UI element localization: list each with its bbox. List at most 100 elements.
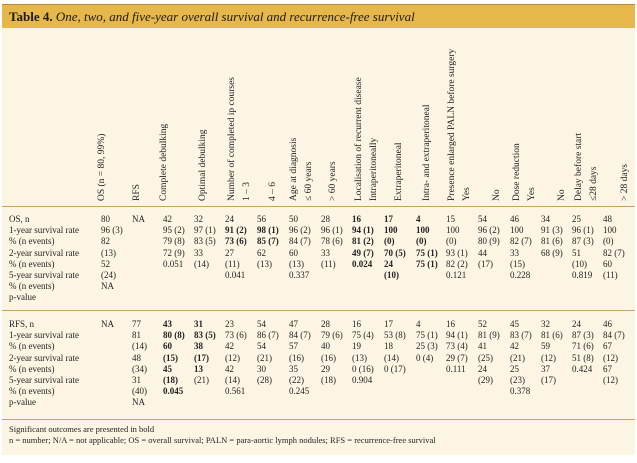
table-cell: 54 — [257, 319, 266, 329]
table-cell: (10) — [384, 270, 399, 281]
table-cell: 91 (3) — [541, 225, 563, 236]
table-cell: 77 — [132, 319, 141, 329]
os-column: 25 96 (1) 87 (3) 51 (10) 0.819 — [572, 214, 594, 281]
rfs-column: NA — [101, 319, 114, 330]
table-cell: 87 (3) — [572, 236, 594, 247]
table-cell: (21) — [194, 375, 209, 386]
os-column: 54 96 (2) 80 (9) 44 (17) — [478, 214, 500, 270]
table-cell: (0) — [446, 236, 457, 247]
table-cell: 18 — [384, 341, 393, 352]
table-cell: 0.041 — [225, 270, 246, 281]
table-cell: 0 (17) — [384, 363, 406, 374]
column-header: No — [492, 189, 502, 201]
table-cell: (13) — [101, 247, 116, 258]
table-cell: (14) — [194, 258, 209, 269]
table-cell: 0.424 — [572, 363, 593, 374]
table-cell: 83 (7) — [510, 330, 532, 341]
column-header: Yes — [462, 187, 472, 201]
table-cell: NA — [132, 214, 145, 224]
table-cell: 45 — [510, 319, 519, 329]
table-cell: 23 — [225, 319, 234, 329]
column-header: Presence enlarged PALN before surgery — [447, 48, 457, 201]
table-cell: 40 — [321, 341, 330, 352]
table-cell: 54 — [257, 341, 266, 352]
table-cell: 67 — [603, 363, 612, 374]
table-cell: 29 — [321, 363, 330, 374]
table-cell: (15) — [510, 258, 525, 269]
table-cell: 91 (2) — [225, 225, 247, 236]
column-header: Dose reduction — [512, 143, 522, 201]
os-column: 56 98 (1) 85 (7) 62 (13) — [257, 214, 279, 270]
table-cell: 94 (1) — [352, 225, 374, 236]
table-cell: 82 — [101, 236, 110, 247]
table-cell: (14) — [225, 375, 240, 386]
table-cell: 56 — [257, 214, 266, 224]
table-cell: (21) — [510, 352, 525, 363]
table-cell: 0 (16) — [352, 363, 374, 374]
table-cell: 4 — [416, 214, 421, 224]
table-cell: 35 — [289, 363, 298, 374]
table-cell: (22) — [289, 375, 304, 386]
column-header: ≤ 60 years — [304, 161, 314, 201]
table-cell: 33 — [194, 247, 203, 258]
table-cell: 0.051 — [163, 258, 184, 269]
rfs-column: 47 84 (7) 57 (16) 35 (22) 0.245 — [289, 319, 311, 397]
table-cell: 27 — [225, 247, 234, 258]
table-cell: 37 — [541, 363, 550, 374]
table-cell: (12) — [541, 352, 556, 363]
table-cell: 32 — [194, 214, 203, 224]
os-column: 17 100 (0) 70 (5) 24 (10) — [384, 214, 406, 281]
os-column: 46 100 82 (7) 33 (15) 0.228 — [510, 214, 532, 281]
table-cell: 78 (6) — [321, 236, 343, 247]
table-cell: 62 — [257, 247, 266, 258]
table-cell: (13) — [257, 258, 272, 269]
table-cell: 82 (2) — [446, 258, 468, 269]
table-cell: 42 — [510, 341, 519, 352]
table-cell: 72 (9) — [163, 247, 185, 258]
table-cell: NA — [101, 319, 114, 329]
column-header: Localisation of recurrent disease — [354, 77, 364, 201]
column-header: Complete debulking — [159, 123, 169, 201]
table-cell: 80 (9) — [478, 236, 500, 247]
table-cell: 31 — [132, 375, 141, 386]
table-cell: 30 — [257, 363, 266, 374]
table-cell: (16) — [321, 352, 336, 363]
column-header: 4 – 6 — [268, 182, 278, 201]
table-cell: 96 (1) — [572, 225, 594, 236]
table-cell: 80 — [101, 214, 110, 224]
table-cell: 4 — [416, 319, 421, 329]
table-cell: 83 (5) — [194, 236, 216, 247]
column-header: Delay before start — [574, 132, 584, 201]
table-cell: 71 (6) — [572, 341, 594, 352]
table-cell: 0.121 — [446, 270, 467, 281]
table-cell: 79 (6) — [321, 330, 343, 341]
os-column: 50 96 (2) 84 (7) 60 (13) 0.337 — [289, 214, 311, 281]
table-cell: (34) — [132, 363, 147, 374]
column-header: 1 – 3 — [242, 182, 252, 201]
table-cell: 100 — [416, 225, 430, 236]
table-cell: 81 (6) — [541, 330, 563, 341]
table-cell: 16 — [352, 214, 361, 224]
os-column: 4 100 (0) 75 (1) 75 (1) — [416, 214, 438, 270]
table-cell: 97 (1) — [194, 225, 216, 236]
table-cell: 28 — [321, 319, 330, 329]
table-cell: (11) — [321, 258, 336, 269]
table-cell: 15 — [446, 214, 455, 224]
table-cell: 25 — [572, 214, 581, 224]
table-cell: 0.378 — [510, 386, 531, 397]
column-header: ≤28 days — [589, 166, 599, 201]
table-cell: 32 — [541, 319, 550, 329]
table-cell: 75 (1) — [416, 258, 438, 269]
column-header: > 60 years — [328, 161, 338, 201]
os-column: 48 100 (0) 82 (7) 60 (11) — [603, 214, 625, 281]
rfs-column: 52 81 (9) 41 (25) 24 (29) — [478, 319, 500, 386]
os-column: 16 94 (1) 81 (2) 49 (7) 0.024 — [352, 214, 374, 270]
table-cell: 75 (1) — [416, 330, 438, 341]
table-cell: 46 — [603, 319, 612, 329]
table-cell: (18) — [321, 375, 336, 386]
rfs-row-labels: RFS, n 1-year survival rate % (n events)… — [9, 319, 79, 408]
table-cell: 42 — [225, 341, 234, 352]
table-cell: 48 — [132, 352, 141, 363]
column-header: Intra- and extraperitoneal — [422, 104, 432, 201]
rfs-column: 28 79 (6) 40 (16) 29 (18) — [321, 319, 343, 386]
